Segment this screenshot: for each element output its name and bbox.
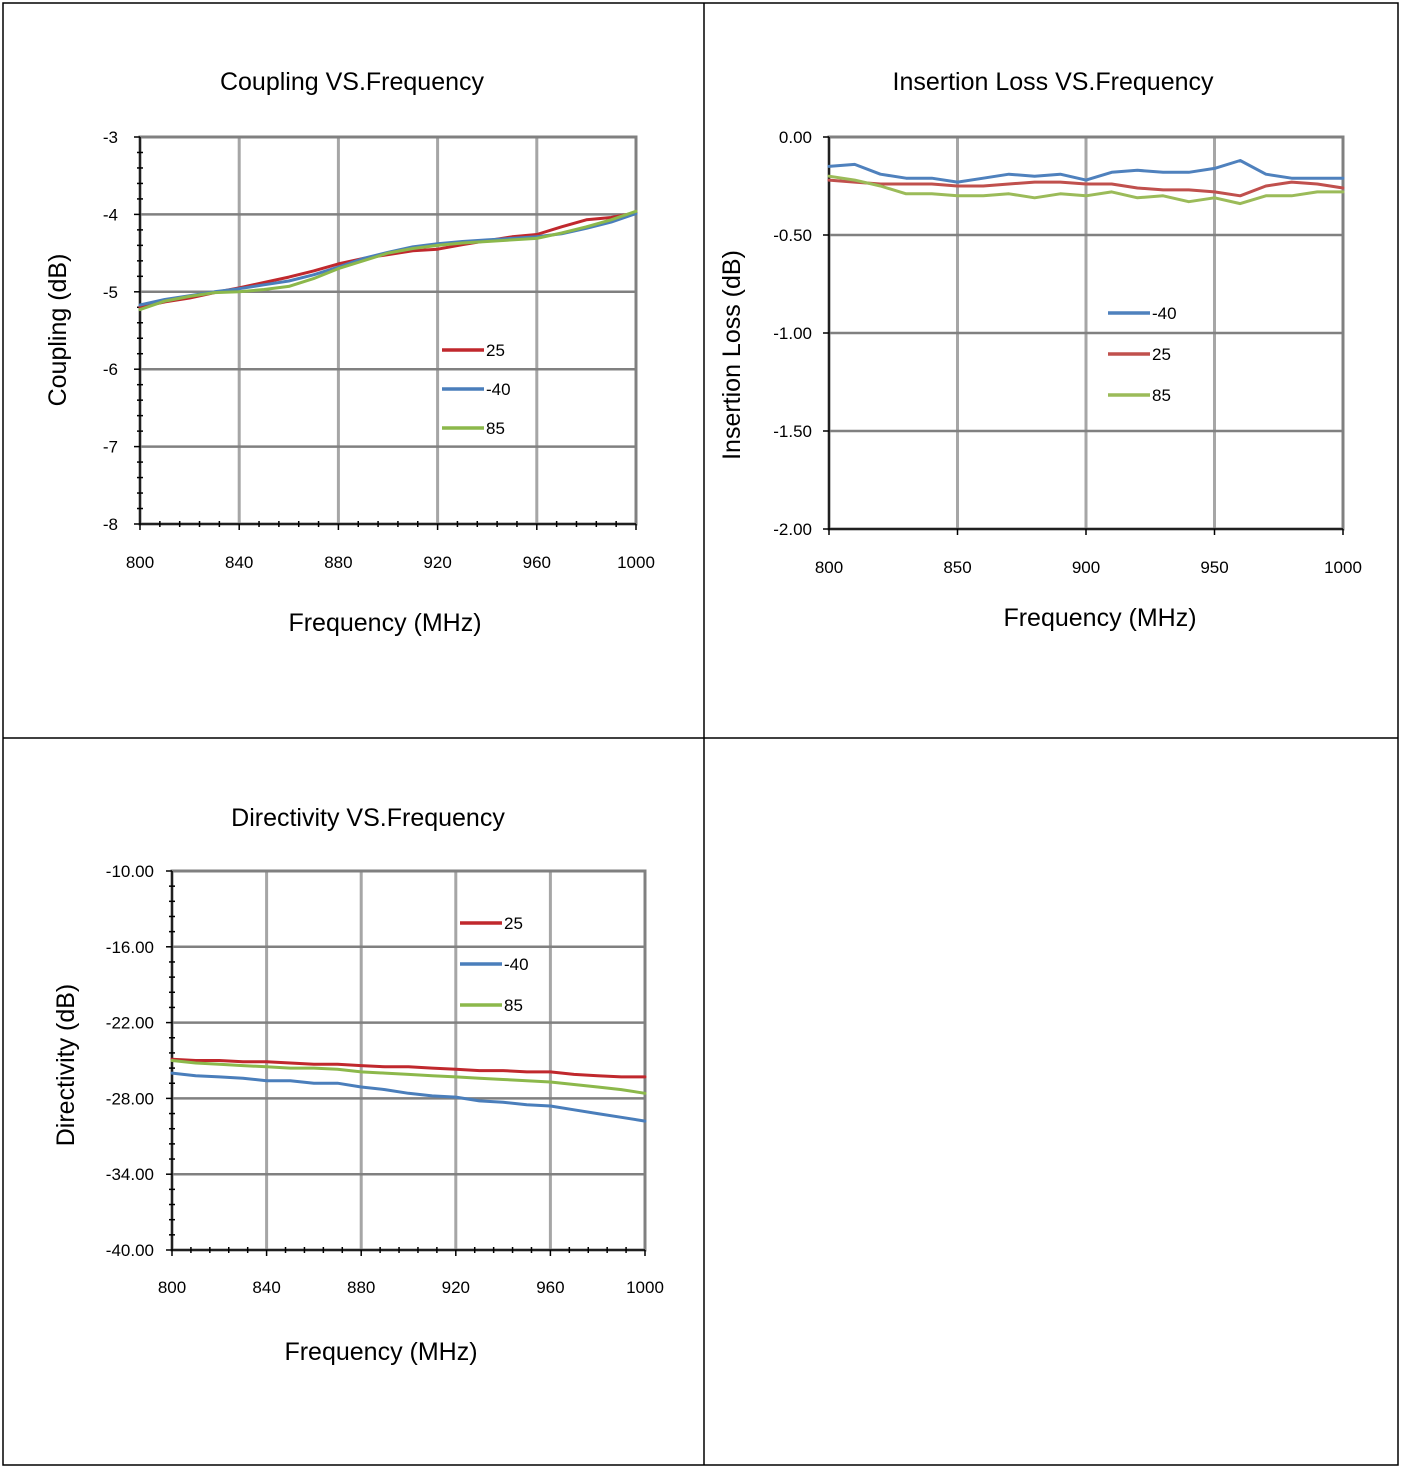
y-axis-label: Directivity (dB) [52,984,80,1147]
chart-title: Insertion Loss VS.Frequency [893,68,1214,96]
y-tick-label: 0.00 [779,128,812,147]
y-tick-label: -3 [103,128,118,147]
directivity-chart: Directivity VS.Frequency Frequency (MHz)… [52,804,664,1366]
legend-label: -40 [1152,304,1177,323]
y-tick-label: -10.00 [106,862,154,881]
coupling-chart: Coupling VS.Frequency Frequency (MHz) Co… [44,68,655,637]
y-tick-label: -16.00 [106,938,154,957]
series-line-25 [170,1057,647,1079]
series-line--40 [827,159,1345,184]
x-tick-label: 1000 [1324,558,1362,577]
x-tick-label: 850 [943,558,971,577]
y-tick-label: -8 [103,515,118,534]
x-tick-label: 1000 [617,553,655,572]
y-tick-label: -4 [103,205,118,224]
x-axis-label: Frequency (MHz) [284,1338,477,1366]
x-tick-label: 840 [252,1278,280,1297]
y-axis-label: Insertion Loss (dB) [718,250,746,460]
series-line-85 [170,1059,647,1095]
x-axis-label: Frequency (MHz) [1003,604,1196,632]
legend-label: 25 [486,341,505,360]
y-tick-label: -40.00 [106,1241,154,1260]
insertion-loss-chart: Insertion Loss VS.Frequency Frequency (M… [718,68,1362,632]
x-tick-label: 920 [442,1278,470,1297]
series-line-85 [138,209,638,312]
y-tick-label: -22.00 [106,1014,154,1033]
chart-title: Directivity VS.Frequency [231,804,505,832]
y-tick-label: -6 [103,360,118,379]
x-tick-label: 880 [347,1278,375,1297]
x-tick-label: 840 [225,553,253,572]
y-tick-label: -1.00 [773,324,812,343]
y-axis-label: Coupling (dB) [44,254,72,407]
x-tick-label: 880 [324,553,352,572]
legend-label: -40 [486,380,511,399]
legend-label: 85 [486,419,505,438]
y-tick-label: -0.50 [773,226,812,245]
y-tick-label: -28.00 [106,1089,154,1108]
x-tick-label: 800 [158,1278,186,1297]
legend-label: 85 [504,996,523,1015]
legend-label: 25 [504,914,523,933]
legend-label: 85 [1152,386,1171,405]
x-tick-label: 900 [1072,558,1100,577]
y-tick-label: -1.50 [773,422,812,441]
chart-title: Coupling VS.Frequency [220,68,485,96]
x-axis-label: Frequency (MHz) [288,609,481,637]
x-tick-label: 800 [815,558,843,577]
series-line-85 [827,174,1345,206]
series-line-25 [827,178,1345,198]
series-line--40 [170,1071,647,1123]
x-tick-label: 960 [523,553,551,572]
y-tick-label: -7 [103,438,118,457]
y-tick-label: -34.00 [106,1165,154,1184]
x-tick-label: 950 [1200,558,1228,577]
plot-frame [138,135,638,526]
x-tick-label: 960 [536,1278,564,1297]
x-tick-label: 800 [126,553,154,572]
legend-label: 25 [1152,345,1171,364]
x-tick-label: 1000 [626,1278,664,1297]
y-tick-label: -2.00 [773,520,812,539]
y-tick-label: -5 [103,283,118,302]
legend-label: -40 [504,955,529,974]
x-tick-label: 920 [423,553,451,572]
